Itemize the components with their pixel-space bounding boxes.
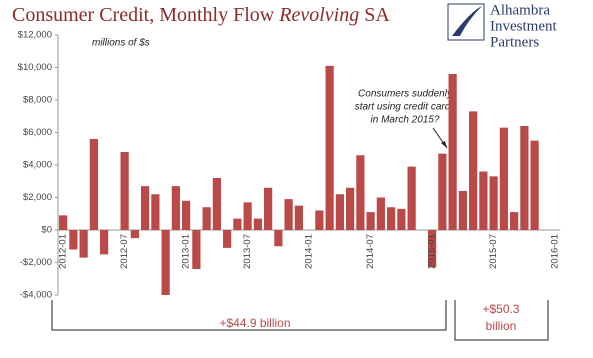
bar: [530, 140, 539, 230]
bar: [192, 230, 201, 269]
bar: [407, 166, 416, 230]
bar: [397, 208, 406, 230]
bracket-label: +$50.3: [482, 302, 519, 316]
bar: [346, 187, 355, 230]
bar: [325, 65, 334, 230]
bracket: [454, 300, 549, 341]
bar: [366, 212, 375, 230]
bracket: [51, 300, 447, 331]
annotation: Consumers suddenly start using credit ca…: [355, 89, 456, 149]
logo-text: Investment: [490, 18, 557, 34]
bracket-label: billion: [486, 319, 517, 333]
bar: [510, 212, 519, 230]
bar: [161, 230, 170, 295]
bar: [100, 230, 109, 255]
logo: Alhambra Investment Partners: [447, 2, 557, 50]
bar: [243, 202, 252, 230]
bar: [89, 139, 98, 230]
bar: [253, 218, 262, 230]
bar: [182, 200, 191, 230]
bar: [233, 218, 242, 230]
bar: [212, 178, 221, 230]
bar: [428, 230, 437, 268]
bar: [489, 176, 498, 230]
bar: [469, 111, 478, 230]
bar: [387, 207, 396, 230]
x-tick-label: 2012-01: [58, 234, 69, 269]
y-tick-label: $4,000: [23, 160, 52, 171]
bar: [79, 230, 88, 258]
logo-text: Partners: [490, 34, 539, 50]
y-tick-label: $2,000: [23, 192, 52, 203]
title-part: Consumer Credit, Monthly Flow: [12, 4, 279, 26]
subtitle: millions of $s: [92, 38, 150, 49]
annotation-text: Consumers suddenly: [358, 89, 453, 100]
bar: [438, 153, 447, 230]
bar: [141, 186, 150, 230]
bar: [376, 197, 385, 230]
annotation-text: start using credit cards: [355, 102, 456, 113]
x-tick-label: 2012-07: [119, 234, 130, 269]
y-tick-label: $0: [41, 225, 52, 236]
bar: [294, 205, 303, 230]
x-tick-label: 2013-01: [181, 234, 192, 269]
x-tick-label: 2014-07: [365, 234, 376, 269]
bar: [151, 194, 160, 230]
bar: [284, 199, 293, 230]
bar: [315, 210, 324, 230]
x-tick-label: 2016-01: [550, 234, 561, 269]
x-tick-label: 2014-01: [304, 234, 315, 269]
y-tick-label: $12,000: [18, 30, 52, 41]
bar: [120, 152, 129, 230]
y-tick-label: $10,000: [18, 62, 52, 73]
y-tick-label: -$4,000: [20, 290, 52, 301]
bar: [356, 155, 365, 230]
bar: [264, 187, 273, 230]
y-tick-label: $6,000: [23, 127, 52, 138]
bar: [458, 191, 467, 230]
x-tick-label: 2013-07: [242, 234, 253, 269]
brackets: +$44.9 billion +$50.3 billion: [51, 300, 549, 341]
bar: [448, 74, 457, 230]
bar: [59, 215, 68, 230]
bar: [202, 207, 211, 230]
y-tick-label: $8,000: [23, 95, 52, 106]
annotation-arrowhead: [441, 141, 447, 148]
bar: [223, 230, 232, 248]
logo-mark: [452, 6, 482, 36]
x-tick-label: 2015-07: [488, 234, 499, 269]
bar: [130, 230, 139, 239]
bar: [335, 194, 344, 230]
logo-text: Alhambra: [490, 2, 550, 18]
bar: [69, 230, 78, 250]
bar: [171, 186, 180, 230]
bar: [499, 127, 508, 230]
y-tick-label: -$2,000: [20, 257, 52, 268]
bracket-label: +$44.9 billion: [219, 316, 290, 330]
bar: [274, 230, 283, 247]
bar: [479, 171, 488, 230]
bar: [520, 126, 529, 230]
title-part: Revolving: [278, 4, 359, 26]
chart-title: Consumer Credit, Monthly Flow Revolving …: [12, 4, 390, 26]
annotation-text: in March 2015?: [371, 115, 440, 126]
title-part: SA: [359, 4, 390, 26]
x-tick-label: 2015-01: [427, 234, 438, 269]
